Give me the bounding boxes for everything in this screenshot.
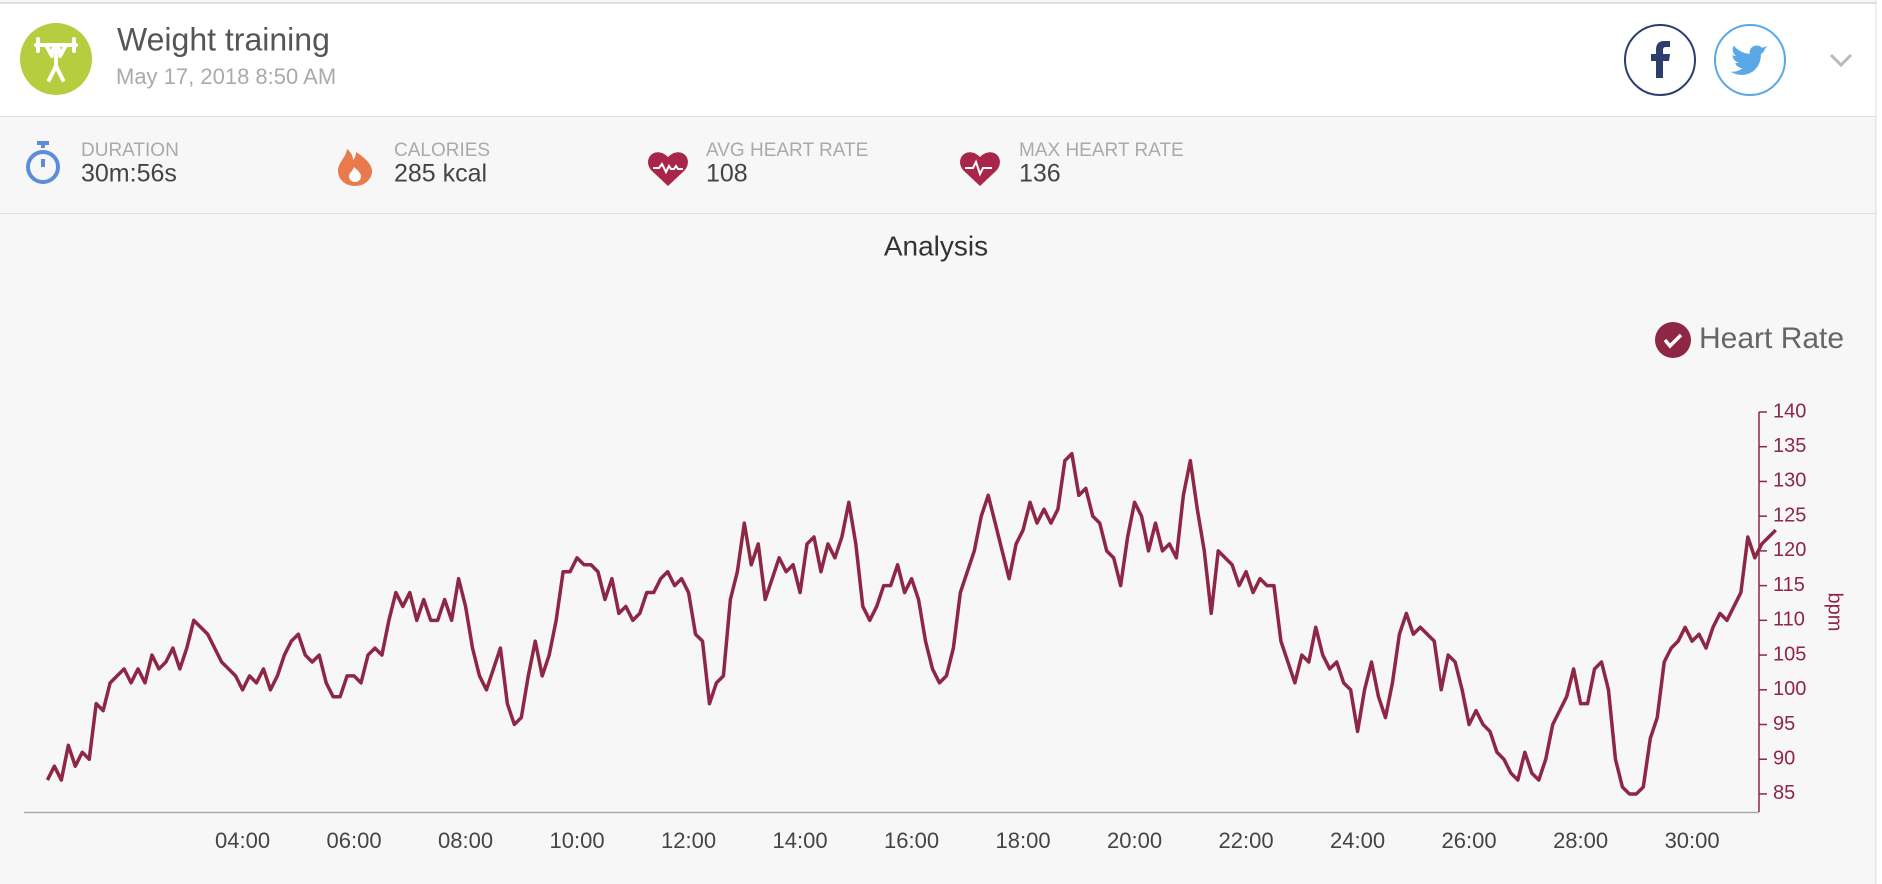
x-tick-label: 22:00 bbox=[1219, 828, 1274, 853]
y-tick-label: 105 bbox=[1773, 643, 1806, 665]
max-heart-icon bbox=[960, 152, 1000, 186]
legend-marker bbox=[1655, 322, 1691, 358]
y-tick-label: 115 bbox=[1773, 574, 1805, 596]
legend-label[interactable]: Heart Rate bbox=[1699, 322, 1844, 355]
y-tick-label: 85 bbox=[1773, 782, 1795, 804]
y-tick-label: 110 bbox=[1773, 609, 1805, 631]
chart-title: Analysis bbox=[884, 230, 988, 261]
stat-value: 136 bbox=[1019, 160, 1061, 188]
facebook-button[interactable] bbox=[1624, 24, 1696, 96]
y-tick-label: 130 bbox=[1773, 470, 1806, 492]
heart-rate-line bbox=[45, 451, 1777, 796]
y-tick-label: 125 bbox=[1773, 504, 1806, 526]
y-axis-label: bpm bbox=[1824, 593, 1846, 632]
x-tick-label: 16:00 bbox=[884, 828, 939, 853]
x-tick-label: 10:00 bbox=[550, 828, 605, 853]
activity-title: Weight training bbox=[117, 21, 330, 57]
x-tick-label: 04:00 bbox=[215, 828, 270, 853]
twitter-button[interactable] bbox=[1714, 24, 1786, 96]
x-tick-label: 06:00 bbox=[327, 828, 382, 853]
x-tick-label: 20:00 bbox=[1107, 828, 1162, 853]
y-tick-label: 100 bbox=[1773, 678, 1806, 700]
calories-icon bbox=[338, 149, 372, 186]
x-tick-label: 26:00 bbox=[1442, 828, 1497, 853]
stat-value: 30m:56s bbox=[81, 160, 177, 188]
x-tick-label: 12:00 bbox=[661, 828, 716, 853]
right-edge bbox=[1876, 0, 1882, 884]
x-tick-label: 24:00 bbox=[1330, 828, 1385, 853]
legend-check bbox=[1663, 333, 1683, 349]
header-bar bbox=[0, 3, 1876, 116]
x-tick-label: 30:00 bbox=[1665, 828, 1720, 853]
y-tick-label: 135 bbox=[1773, 435, 1806, 457]
chart: 85 90 95 100 105 110 115 120 125 130 135 140 04:00 06… bbox=[24, 322, 1846, 853]
x-tick-label: 14:00 bbox=[773, 828, 828, 853]
activity-icon bbox=[20, 23, 92, 95]
stat-label: DURATION bbox=[81, 140, 179, 161]
stat-label: MAX HEART RATE bbox=[1019, 140, 1184, 161]
avg-heart-icon bbox=[648, 152, 688, 186]
stat-value: 285 kcal bbox=[394, 160, 487, 188]
expand-chevron[interactable] bbox=[1829, 53, 1853, 68]
y-tick-label: 90 bbox=[1773, 748, 1795, 770]
activity-date: May 17, 2018 8:50 AM bbox=[116, 64, 336, 89]
duration-icon bbox=[26, 141, 60, 184]
y-tick-label: 95 bbox=[1773, 713, 1795, 735]
x-tick-label: 08:00 bbox=[438, 828, 493, 853]
stat-value: 108 bbox=[706, 160, 748, 188]
y-tick-label: 120 bbox=[1773, 539, 1806, 561]
y-tick-label: 140 bbox=[1773, 400, 1806, 422]
stat-label: AVG HEART RATE bbox=[706, 140, 868, 161]
x-tick-label: 18:00 bbox=[996, 828, 1051, 853]
x-tick-label: 28:00 bbox=[1553, 828, 1608, 853]
stat-label: CALORIES bbox=[394, 140, 490, 161]
